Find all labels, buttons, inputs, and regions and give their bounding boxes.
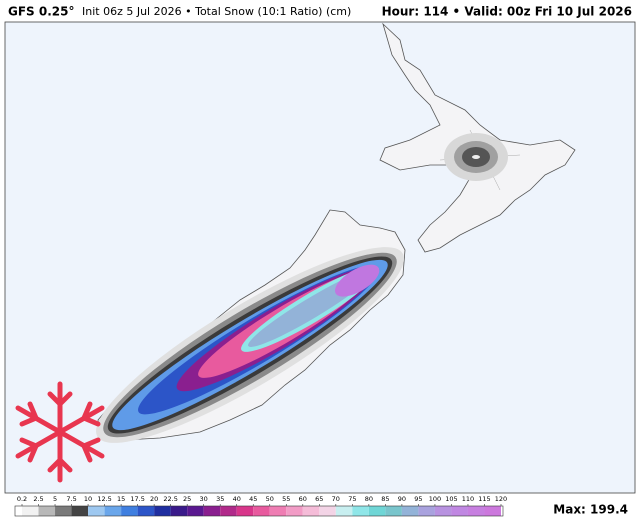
colorbar-label: 10 bbox=[84, 495, 92, 503]
colorbar-segment bbox=[302, 506, 320, 516]
colorbar-segment bbox=[352, 506, 369, 516]
colorbar-segment bbox=[368, 506, 386, 516]
colorbar-segment bbox=[385, 506, 402, 516]
colorbar-label: 90 bbox=[398, 495, 406, 503]
colorbar-label: 50 bbox=[266, 495, 274, 503]
max-value: Max: 199.4 bbox=[553, 503, 628, 517]
colorbar-label: 45 bbox=[249, 495, 257, 503]
colorbar-label: 110 bbox=[462, 495, 474, 503]
snowflake-icon bbox=[15, 381, 105, 483]
colorbar-label: 15 bbox=[117, 495, 125, 503]
colorbar-segment bbox=[88, 506, 105, 516]
colorbar-segment bbox=[170, 506, 188, 516]
north-snow bbox=[444, 133, 508, 181]
colorbar-segment bbox=[104, 506, 122, 516]
colorbar-segment bbox=[335, 506, 353, 516]
south-snow bbox=[96, 247, 404, 443]
colorbar: 0.2 2.5 5 7.5 10 12.5 15 17.5 20 22.5 25 30 35 40 45 50… bbox=[14, 495, 507, 517]
colorbar-segment bbox=[319, 506, 336, 516]
colorbar-label: 30 bbox=[200, 495, 208, 503]
colorbar-label: 65 bbox=[315, 495, 323, 503]
colorbar-label: 5 bbox=[53, 495, 57, 503]
colorbar-segment bbox=[484, 506, 501, 516]
colorbar-segment bbox=[203, 506, 221, 516]
colorbar-segment bbox=[418, 506, 435, 516]
colorbar-segment bbox=[220, 506, 237, 516]
colorbar-label: 35 bbox=[216, 495, 224, 503]
colorbar-segment bbox=[137, 506, 155, 516]
colorbar-segment bbox=[22, 506, 39, 516]
colorbar-label: 20 bbox=[150, 495, 158, 503]
colorbar-segment bbox=[187, 506, 204, 516]
colorbar-segment bbox=[286, 506, 303, 516]
colorbar-segment bbox=[71, 506, 89, 516]
colorbar-label: 80 bbox=[365, 495, 373, 503]
colorbar-label: 55 bbox=[282, 495, 290, 503]
colorbar-label: 115 bbox=[478, 495, 490, 503]
map bbox=[4, 21, 636, 494]
colorbar-label: 60 bbox=[299, 495, 307, 503]
colorbar-segment bbox=[451, 506, 468, 516]
colorbar-frame bbox=[14, 505, 504, 517]
colorbar-label: 105 bbox=[445, 495, 457, 503]
colorbar-label: 25 bbox=[183, 495, 191, 503]
colorbar-label: 0.2 bbox=[17, 495, 27, 503]
colorbar-segment bbox=[236, 506, 254, 516]
colorbar-segment bbox=[434, 506, 452, 516]
run-description: Init 06z 5 Jul 2026 • Total Snow (10:1 R… bbox=[82, 5, 351, 18]
colorbar-label: 22.5 bbox=[163, 495, 177, 503]
colorbar-segment bbox=[401, 506, 419, 516]
colorbar-segment bbox=[121, 506, 138, 516]
colorbar-label: 85 bbox=[381, 495, 389, 503]
colorbar-segment bbox=[38, 506, 56, 516]
colorbar-label: 40 bbox=[233, 495, 241, 503]
colorbar-label: 17.5 bbox=[130, 495, 144, 503]
colorbar-label: 95 bbox=[414, 495, 422, 503]
colorbar-label: 120 bbox=[495, 495, 507, 503]
colorbar-label: 7.5 bbox=[66, 495, 76, 503]
colorbar-segment bbox=[154, 506, 171, 516]
valid-time: Hour: 114 • Valid: 00z Fri 10 Jul 2026 bbox=[382, 5, 632, 19]
colorbar-segment bbox=[55, 506, 72, 516]
colorbar-label: 75 bbox=[348, 495, 356, 503]
colorbar-segment bbox=[269, 506, 287, 516]
colorbar-label: 12.5 bbox=[97, 495, 111, 503]
colorbar-label: 70 bbox=[332, 495, 340, 503]
colorbar-label: 100 bbox=[429, 495, 441, 503]
model-name: GFS 0.25° bbox=[8, 5, 74, 19]
colorbar-label: 2.5 bbox=[33, 495, 43, 503]
colorbar-segment bbox=[253, 506, 270, 516]
colorbar-segment bbox=[467, 506, 485, 516]
